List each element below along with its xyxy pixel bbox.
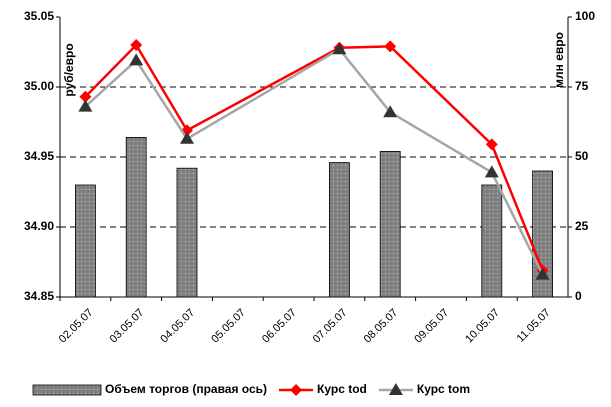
- line: [84, 42, 544, 271]
- x-tick-label: 07.05.07: [311, 307, 350, 346]
- y-tick-label: 34.95: [24, 149, 54, 163]
- y2-tick-label: 25: [575, 219, 589, 233]
- y2-axis-label: млн евро: [552, 32, 566, 88]
- legend-label: Объем торгов (правая ось): [105, 382, 267, 396]
- bar: [125, 136, 147, 298]
- marker: [130, 39, 143, 51]
- marker: [78, 99, 93, 112]
- bar: [328, 162, 350, 298]
- y-axis-label: руб/евро: [62, 43, 76, 96]
- line: [84, 47, 544, 276]
- y-tick-label: 35.05: [24, 9, 54, 23]
- marker: [383, 105, 398, 118]
- y-tick-label: 34.85: [24, 289, 54, 303]
- legend-label: Курс tod: [317, 382, 367, 396]
- marker: [484, 165, 499, 178]
- x-tick-label: 06.05.07: [260, 307, 299, 346]
- marker: [129, 53, 144, 66]
- marker: [384, 40, 397, 53]
- y-tick-label: 35.00: [24, 79, 54, 93]
- x-tick-label: 08.05.07: [362, 307, 401, 346]
- x-tick-label: 04.05.07: [158, 307, 197, 346]
- legend-swatch: [32, 384, 102, 396]
- x-tick-label: 11.05.07: [515, 307, 553, 345]
- y2-tick-label: 75: [575, 79, 589, 93]
- x-tick-label: 05.05.07: [209, 307, 248, 346]
- marker: [79, 90, 92, 103]
- marker: [332, 42, 347, 55]
- x-tick-label: 10.05.07: [463, 307, 502, 346]
- marker: [485, 138, 498, 151]
- y2-tick-label: 0: [575, 289, 582, 303]
- y2-tick-label: 50: [575, 149, 589, 163]
- legend-marker: [290, 384, 303, 396]
- legend-marker: [388, 383, 403, 395]
- legend-label: Курс tom: [417, 382, 470, 396]
- x-tick-label: 02.05.07: [57, 307, 96, 346]
- bar: [75, 184, 96, 298]
- marker: [535, 267, 550, 280]
- y-tick-label: 34.90: [24, 219, 54, 233]
- bar: [379, 150, 401, 298]
- bar: [176, 167, 198, 298]
- marker: [180, 131, 194, 144]
- x-tick-label: 09.05.07: [412, 307, 451, 346]
- bar: [481, 184, 503, 298]
- y2-tick-label: 100: [575, 9, 595, 23]
- x-tick-label: 03.05.07: [108, 307, 147, 346]
